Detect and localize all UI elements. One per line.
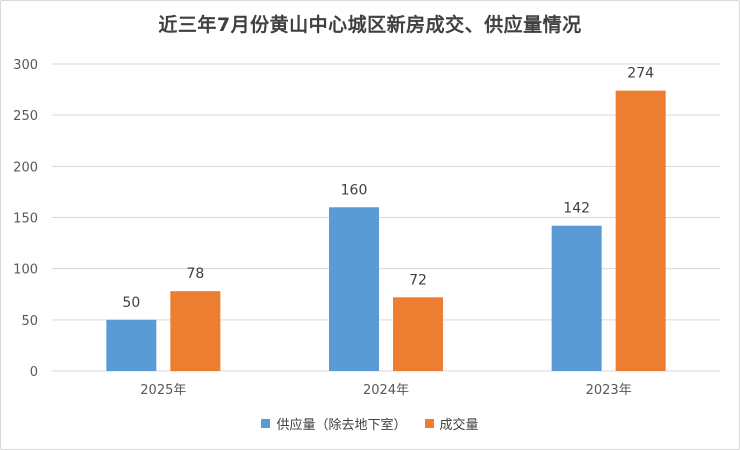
bar [393, 297, 443, 371]
legend-item-deals: 成交量 [424, 414, 479, 433]
bar [551, 225, 602, 371]
y-tick-label: 100 [13, 263, 38, 278]
x-tick-label: 2025年 [140, 383, 186, 398]
y-tick-label: 250 [13, 109, 38, 124]
legend-item-supply: 供应量（除去地下室） [261, 414, 407, 433]
bar [106, 319, 157, 371]
data-label: 160 [341, 182, 368, 198]
data-label: 72 [409, 272, 427, 288]
x-tick-label: 2024年 [363, 383, 409, 398]
legend-swatch-deals [424, 419, 434, 428]
bar [615, 90, 666, 372]
chart-title: 近三年7月份黄山中心城区新房成交、供应量情况 [158, 14, 582, 36]
data-label: 274 [627, 66, 654, 82]
legend-label-supply: 供应量（除去地下室） [276, 418, 407, 433]
y-tick-label: 0 [30, 365, 38, 380]
y-tick-label: 50 [21, 314, 38, 329]
data-label: 50 [122, 295, 140, 311]
legend-swatch-supply [261, 419, 271, 428]
legend: 供应量（除去地下室） 成交量 [0, 414, 740, 433]
legend-label-deals: 成交量 [439, 418, 479, 433]
y-tick-label: 200 [13, 160, 38, 175]
data-label: 78 [186, 266, 204, 282]
y-tick-label: 300 [13, 58, 38, 73]
data-label: 142 [563, 201, 590, 217]
bar [170, 291, 221, 371]
bar [329, 207, 379, 371]
y-tick-label: 150 [13, 212, 38, 227]
x-tick-label: 2023年 [586, 383, 632, 398]
